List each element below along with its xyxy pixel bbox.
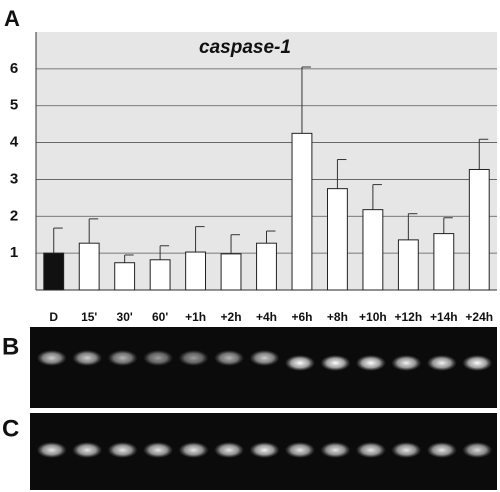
bar [114,262,136,291]
gel-band [72,442,103,458]
x-tick-label: +24h [465,310,493,324]
x-tick-label: +12h [395,310,423,324]
bar [362,209,384,291]
gel-b [30,327,497,408]
y-tick-label: 2 [10,207,18,224]
gel-band [214,350,245,366]
gel-band [426,442,457,458]
chart-title: caspase-1 [199,37,291,58]
gel-band [107,442,138,458]
panel-label: C [2,415,19,442]
gel-band [143,442,174,458]
gel-band [355,442,386,458]
panel-label: A [4,6,20,31]
gel-band [355,355,386,371]
gel-band [462,442,493,458]
gel-band [249,442,280,458]
y-tick-label: 5 [10,97,18,114]
x-tick-label: +14h [430,310,458,324]
gel-band [107,350,138,366]
gel-band [320,442,351,458]
x-tick-label: +1h [185,310,206,324]
panel-label: B [2,333,19,360]
x-tick-label: +8h [327,310,348,324]
gel-band [178,442,209,458]
bar [326,188,348,291]
gel-band [178,350,209,366]
y-tick-label: 1 [10,244,18,261]
gel-band [249,350,280,366]
gel-band [36,442,67,458]
bar [397,239,419,291]
x-tick-label: +10h [359,310,387,324]
gel-band [284,355,315,371]
x-tick-label: +6h [291,310,312,324]
x-tick-label: +2h [221,310,242,324]
gel-band [143,350,174,366]
gel-band [426,355,457,371]
x-tick-label: 30' [117,310,133,324]
bar [185,251,207,291]
bar [43,252,65,291]
gel-band [320,355,351,371]
x-tick-label: 60' [152,310,168,324]
gel-band [214,442,245,458]
gel-band [391,355,422,371]
x-tick-label: D [49,310,58,324]
gel-band [391,442,422,458]
gel-band [284,442,315,458]
bar [149,259,171,291]
bar [433,233,455,291]
bar [220,253,242,291]
bar [78,242,100,291]
x-tick-label: 15' [81,310,97,324]
y-tick-label: 6 [10,60,18,77]
bar [291,132,313,291]
gel-band [36,350,67,366]
y-tick-label: 3 [10,170,18,187]
y-tick-label: 4 [10,134,19,151]
gel-band [462,355,493,371]
bar [468,168,490,291]
bar [256,242,277,291]
gel-band [72,350,103,366]
x-tick-label: +4h [256,310,277,324]
